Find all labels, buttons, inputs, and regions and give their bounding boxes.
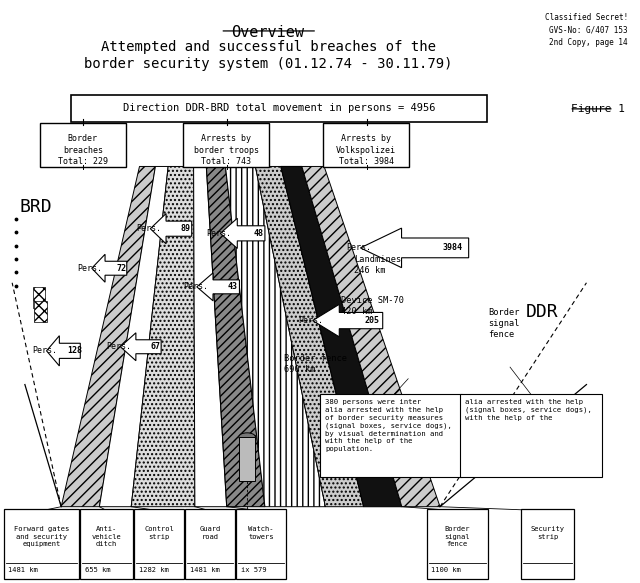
Text: 655 km: 655 km [84, 567, 110, 573]
FancyBboxPatch shape [427, 509, 488, 580]
Polygon shape [206, 167, 265, 507]
Text: 3984: 3984 [442, 243, 463, 252]
Polygon shape [196, 273, 239, 301]
Text: 67: 67 [150, 342, 160, 351]
Text: 380 persons were inter
alia arrested with the help
of border security measures
(: 380 persons were inter alia arrested wit… [325, 399, 452, 452]
Polygon shape [360, 228, 468, 268]
Text: DDR: DDR [526, 303, 559, 321]
Text: Forward gates
and security
equipment: Forward gates and security equipment [14, 526, 69, 547]
FancyBboxPatch shape [236, 509, 286, 580]
Text: Arrests by
border troops
Total: 743: Arrests by border troops Total: 743 [193, 135, 259, 166]
Polygon shape [61, 167, 156, 507]
Text: Watch-
towers: Watch- towers [248, 526, 274, 540]
Text: Figure 1: Figure 1 [570, 104, 625, 114]
Polygon shape [281, 167, 402, 507]
Text: Arrests by
Volkspolizei
Total: 3984: Arrests by Volkspolizei Total: 3984 [336, 135, 396, 166]
Text: ix 579: ix 579 [241, 567, 266, 573]
Text: Landmines
246 km: Landmines 246 km [354, 255, 401, 275]
Text: border security system (01.12.74 - 30.11.79): border security system (01.12.74 - 30.11… [84, 57, 452, 71]
FancyBboxPatch shape [134, 509, 184, 580]
Polygon shape [99, 167, 168, 507]
Text: Border
signal
fence: Border signal fence [488, 308, 519, 339]
Polygon shape [92, 254, 127, 282]
Text: alia arrested with the help
(signal boxes, service dogs),
with the help of the: alia arrested with the help (signal boxe… [465, 399, 593, 421]
FancyBboxPatch shape [183, 123, 269, 167]
FancyBboxPatch shape [186, 509, 235, 580]
Text: Direction DDR-BRD total movement in persons = 4956: Direction DDR-BRD total movement in pers… [124, 103, 436, 113]
Text: 1282 km: 1282 km [139, 567, 168, 573]
Text: Pers.: Pers. [183, 282, 208, 292]
Text: 205: 205 [365, 316, 380, 325]
FancyBboxPatch shape [80, 509, 133, 580]
Bar [239, 437, 255, 480]
Text: 89: 89 [180, 224, 191, 233]
Polygon shape [302, 167, 440, 507]
Polygon shape [194, 167, 227, 507]
Text: Pers.: Pers. [206, 229, 231, 238]
Text: Device SM-70
420 km: Device SM-70 420 km [341, 296, 404, 316]
Text: Control
strip: Control strip [145, 526, 174, 540]
Polygon shape [220, 218, 265, 248]
Bar [34, 301, 47, 322]
FancyBboxPatch shape [319, 394, 461, 477]
Polygon shape [131, 167, 195, 507]
Text: 1481 km: 1481 km [8, 567, 38, 573]
Text: Anti-
vehicle
ditch: Anti- vehicle ditch [92, 526, 122, 547]
Text: Border fence
690 km: Border fence 690 km [284, 354, 347, 374]
Polygon shape [150, 213, 192, 244]
Polygon shape [313, 304, 383, 337]
Text: 1481 km: 1481 km [190, 567, 220, 573]
Text: Overview: Overview [232, 25, 305, 40]
Polygon shape [120, 333, 161, 361]
Text: Classified Secret!
GVS-No: G/407 153
2nd Copy, page 14: Classified Secret! GVS-No: G/407 153 2nd… [545, 13, 628, 47]
Polygon shape [255, 167, 364, 507]
Text: 72: 72 [116, 264, 127, 273]
FancyBboxPatch shape [72, 95, 487, 122]
FancyBboxPatch shape [460, 394, 602, 477]
Text: Pers.: Pers. [346, 243, 371, 252]
Text: Security
strip: Security strip [531, 526, 564, 540]
Text: 128: 128 [68, 346, 83, 355]
Polygon shape [225, 167, 325, 507]
Text: Guard
road: Guard road [200, 526, 221, 540]
Text: Pers.: Pers. [77, 264, 103, 273]
Text: BRD: BRD [20, 198, 52, 216]
Text: Pers.: Pers. [106, 342, 131, 351]
Text: Attempted and successful breaches of the: Attempted and successful breaches of the [100, 40, 436, 54]
Text: 48: 48 [253, 229, 263, 238]
FancyBboxPatch shape [40, 123, 126, 167]
Text: Border
signal
fence: Border signal fence [444, 526, 470, 547]
Text: 43: 43 [228, 282, 238, 292]
Text: Pers.: Pers. [33, 346, 58, 355]
FancyBboxPatch shape [521, 509, 574, 580]
Text: Pers.: Pers. [136, 224, 161, 233]
FancyBboxPatch shape [323, 123, 410, 167]
Bar [33, 287, 45, 308]
Text: Pers.: Pers. [299, 316, 324, 325]
Text: 1100 km: 1100 km [431, 567, 461, 573]
Text: Border
breaches
Total: 229: Border breaches Total: 229 [58, 135, 108, 166]
Polygon shape [47, 336, 80, 366]
FancyBboxPatch shape [4, 509, 79, 580]
Ellipse shape [239, 433, 255, 441]
